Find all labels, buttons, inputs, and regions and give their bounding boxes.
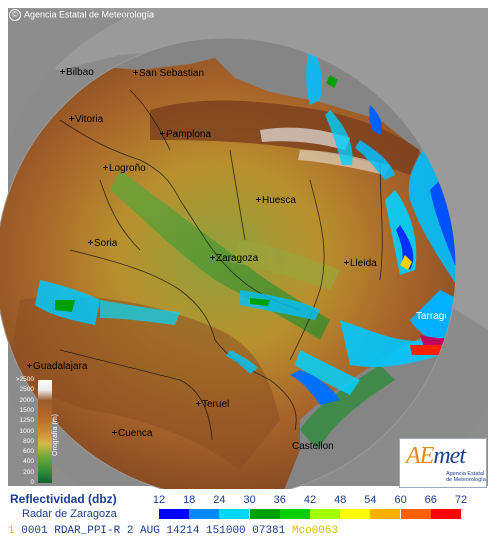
reflectivity-legend: Reflectividad (dbz) Radar de Zaragoza 12… (8, 489, 488, 522)
aemet-logo: AEmet Agencia Estatal de Meteorología (399, 438, 487, 488)
city-label-tarragona: Tarragona (416, 311, 446, 322)
city-label-guadalajara: Guadalajara (27, 361, 87, 372)
city-label-pamplona: Pamplona (160, 129, 211, 140)
status-prefix: 1 (8, 525, 15, 537)
elevation-label: >2500 (15, 376, 34, 383)
reflectivity-tick-label: 48 (334, 494, 347, 506)
city-label-cuenca: Cuenca (112, 428, 152, 439)
elevation-legend-title: Orografía (m) (52, 413, 59, 456)
elevation-label: 1250 (19, 417, 34, 425)
reflectivity-legend-title: Reflectividad (dbz) (10, 492, 117, 506)
agency-credit: © Agencia Estatal de Meteorología (9, 9, 154, 21)
reflectivity-tick-label: 12 (152, 494, 166, 506)
elevation-label: 0 (30, 479, 34, 486)
reflectivity-tick-label: 72 (454, 494, 468, 506)
reflectivity-tick-label: 42 (303, 494, 317, 506)
radar-echoes (35, 40, 456, 405)
status-line: 1 0001 RDAR_PPI-R 2 AUG 14214 151000 073… (8, 522, 488, 540)
elevation-label: 400 (23, 458, 34, 466)
elevation-color-bar (38, 380, 52, 483)
city-label-castellon: Castellon (292, 441, 334, 452)
elevation-label: 2500 (19, 386, 34, 394)
reflectivity-color-swatch (159, 509, 189, 519)
status-overlay: Mco0063 (291, 525, 339, 537)
copyright-icon: © (9, 9, 21, 21)
elevation-label: 200 (23, 468, 34, 476)
reflectivity-color-swatch (310, 509, 340, 519)
reflectivity-color-swatch (370, 509, 401, 519)
city-label-logrono: Logroño (103, 163, 146, 174)
aemet-logo-subtitle: Agencia Estatal de Meteorología (446, 471, 486, 483)
city-label-teruel: Teruel (196, 399, 229, 410)
reflectivity-tick-label: 54 (364, 494, 377, 506)
reflectivity-color-swatch (189, 509, 220, 519)
radar-station-name: Radar de Zaragoza (22, 508, 117, 520)
elevation-label: 1500 (19, 406, 34, 414)
elevation-label: 1000 (19, 427, 34, 435)
elevation-label: 600 (23, 448, 34, 456)
city-label-vitoria: Vitoria (69, 114, 103, 125)
elevation-legend: >2500 2500 2000 1500 1250 1000 800 600 400 200 0 O… (6, 376, 59, 488)
reflectivity-color-swatch (279, 509, 310, 519)
reflectivity-tick-label: 60 (394, 494, 407, 506)
reflectivity-color-swatch (219, 509, 250, 519)
reflectivity-color-swatch (400, 509, 431, 519)
reflectivity-color-swatch (249, 509, 280, 519)
reflectivity-color-swatch (340, 509, 371, 519)
city-label-sansebastian: San Sebastian (133, 68, 204, 79)
reflectivity-tick-label: 36 (273, 494, 286, 506)
city-label-lleida: Lleida (344, 258, 377, 269)
elevation-label: 2000 (19, 396, 34, 404)
reflectivity-tick-label: 66 (424, 494, 437, 506)
reflectivity-tick-label: 24 (213, 494, 226, 506)
agency-credit-text: Agencia Estatal de Meteorología (24, 9, 155, 20)
elevation-label: 800 (23, 437, 34, 445)
reflectivity-tick-label: 18 (183, 494, 196, 506)
status-text: 0001 RDAR_PPI-R 2 AUG 14214 151000 07381 (21, 525, 286, 537)
city-label-huesca: Huesca (256, 195, 296, 206)
city-label-zaragoza: Zaragoza (210, 253, 258, 264)
city-label-bilbao: Bilbao (60, 67, 94, 78)
reflectivity-color-swatch (430, 509, 461, 519)
city-label-soria: Soria (88, 238, 117, 249)
reflectivity-tick-label: 30 (243, 494, 256, 506)
